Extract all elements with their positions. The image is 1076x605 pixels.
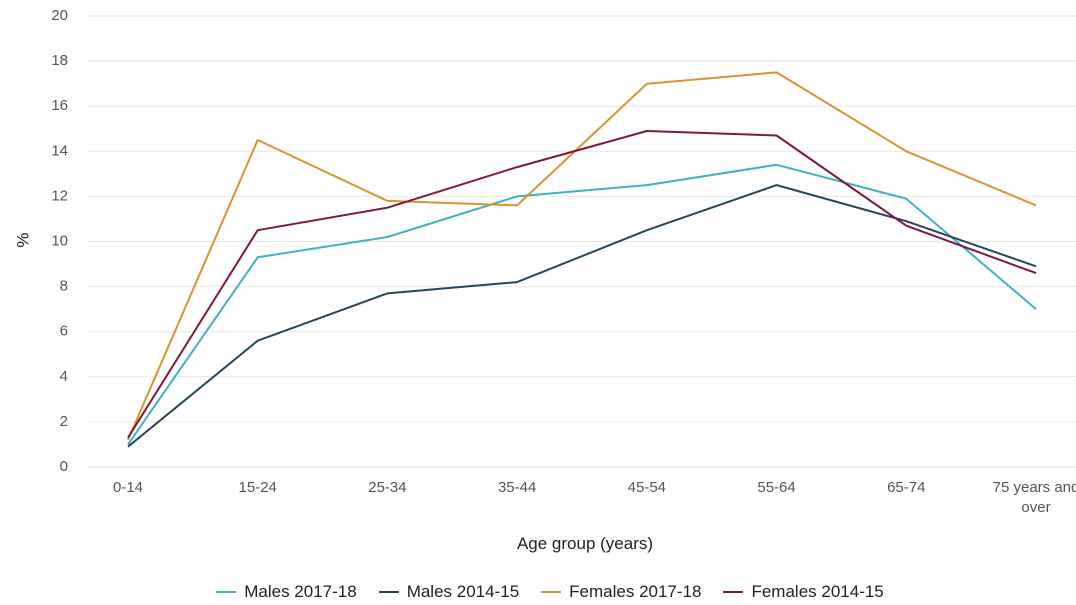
legend-item: Males 2017-18 <box>216 582 357 602</box>
legend-label: Females 2014-15 <box>751 582 884 601</box>
legend-item: Females 2014-15 <box>723 582 884 602</box>
legend-swatch <box>378 591 399 593</box>
y-axis-title: % <box>13 232 32 247</box>
series-line <box>127 163 1037 445</box>
x-tick-label: 45-54 <box>627 479 667 496</box>
y-tick-label: 4 <box>60 368 68 385</box>
y-tick-label: 18 <box>51 52 68 69</box>
legend: Males 2017-18 Males 2014-15 Females 2017-1… <box>150 582 950 602</box>
x-axis-title: Age group (years) <box>516 534 654 553</box>
y-tick-label: 8 <box>60 278 68 295</box>
legend-item: Females 2017-18 <box>541 582 701 602</box>
y-tick-label: 12 <box>51 187 68 204</box>
series-line <box>127 184 1037 448</box>
x-tick-label: 55-64 <box>757 479 796 496</box>
x-tick-label: 35-44 <box>497 479 537 496</box>
y-tick-label: 16 <box>51 97 68 114</box>
y-tick-label: 10 <box>51 232 68 249</box>
legend-label: Males 2017-18 <box>244 582 357 601</box>
y-tick-label: 6 <box>60 323 68 340</box>
y-tick-label: 0 <box>60 458 68 475</box>
legend-item: Males 2014-15 <box>378 582 520 602</box>
legend-swatch <box>541 591 562 593</box>
x-tick-label: 25-34 <box>368 479 407 496</box>
series-line <box>127 130 1037 439</box>
y-tick-label: 20 <box>51 7 68 24</box>
y-tick-label: 2 <box>60 413 68 430</box>
legend-swatch <box>723 591 744 593</box>
legend-swatch <box>216 591 237 593</box>
series-line <box>127 71 1037 441</box>
x-tick-label: 75 years and over <box>992 479 1076 516</box>
x-tick-label: 15-24 <box>238 479 277 496</box>
y-tick-label: 14 <box>51 142 68 159</box>
x-tick-label: 65-74 <box>887 479 926 496</box>
legend-label: Males 2014-15 <box>406 582 520 601</box>
x-tick-label: 0-14 <box>112 479 144 496</box>
legend-label: Females 2017-18 <box>569 582 702 601</box>
